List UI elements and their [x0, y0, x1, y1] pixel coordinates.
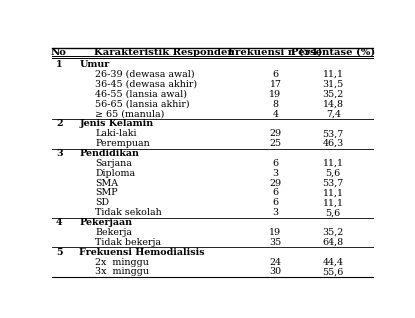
Text: 3x  minggu: 3x minggu: [95, 267, 149, 276]
Text: Sarjana: Sarjana: [95, 159, 132, 168]
Text: 25: 25: [269, 139, 281, 148]
Text: Pekerjaan: Pekerjaan: [79, 218, 132, 227]
Text: 11,1: 11,1: [323, 198, 344, 207]
Text: 19: 19: [269, 90, 281, 99]
Text: Laki-laki: Laki-laki: [95, 129, 137, 138]
Text: 6: 6: [272, 189, 278, 197]
Text: 26-39 (dewasa awal): 26-39 (dewasa awal): [95, 70, 195, 79]
Text: 4: 4: [56, 218, 63, 227]
Text: 35: 35: [269, 238, 281, 247]
Text: 44,4: 44,4: [323, 258, 344, 266]
Text: 11,1: 11,1: [323, 70, 344, 79]
Text: Bekerja: Bekerja: [95, 228, 132, 237]
Text: 53,7: 53,7: [323, 179, 344, 188]
Text: 30: 30: [269, 267, 281, 276]
Text: 11,1: 11,1: [323, 159, 344, 168]
Text: 29: 29: [269, 129, 281, 138]
Text: 4: 4: [272, 109, 278, 119]
Text: 6: 6: [272, 70, 278, 79]
Text: 11,1: 11,1: [323, 189, 344, 197]
Text: 6: 6: [272, 159, 278, 168]
Text: ≥ 65 (manula): ≥ 65 (manula): [95, 109, 165, 119]
Text: 35,2: 35,2: [323, 228, 344, 237]
Text: 14,8: 14,8: [323, 100, 344, 109]
Text: Tidak sekolah: Tidak sekolah: [95, 208, 162, 217]
Text: 5,6: 5,6: [326, 208, 341, 217]
Text: 5,6: 5,6: [326, 169, 341, 178]
Text: 31,5: 31,5: [323, 80, 344, 89]
Text: Pendidikan: Pendidikan: [79, 149, 139, 158]
Text: 7,4: 7,4: [326, 109, 341, 119]
Text: Frekuensi Hemodialisis: Frekuensi Hemodialisis: [79, 248, 205, 257]
Text: 36-45 (dewasa akhir): 36-45 (dewasa akhir): [95, 80, 198, 89]
Text: 55,6: 55,6: [322, 267, 344, 276]
Text: 2x  minggu: 2x minggu: [95, 258, 149, 266]
Text: 3: 3: [56, 149, 63, 158]
Text: Diploma: Diploma: [95, 169, 135, 178]
Text: Jenis Kelamin: Jenis Kelamin: [79, 119, 153, 128]
Text: Umur: Umur: [79, 60, 110, 69]
Text: Frekuensi n (54): Frekuensi n (54): [228, 48, 322, 57]
Text: 35,2: 35,2: [323, 90, 344, 99]
Text: No: No: [50, 48, 66, 57]
Text: 5: 5: [56, 248, 63, 257]
Text: 24: 24: [269, 258, 281, 266]
Text: 46,3: 46,3: [323, 139, 344, 148]
Text: 19: 19: [269, 228, 281, 237]
Text: 56-65 (lansia akhir): 56-65 (lansia akhir): [95, 100, 190, 109]
Text: 53,7: 53,7: [323, 129, 344, 138]
Text: 29: 29: [269, 179, 281, 188]
Text: SMA: SMA: [95, 179, 118, 188]
Text: 3: 3: [272, 169, 278, 178]
Text: 64,8: 64,8: [323, 238, 344, 247]
Text: 8: 8: [272, 100, 278, 109]
Text: Persentase (%): Persentase (%): [291, 48, 376, 57]
Text: 6: 6: [272, 198, 278, 207]
Text: SMP: SMP: [95, 189, 118, 197]
Text: Tidak bekerja: Tidak bekerja: [95, 238, 161, 247]
Text: 17: 17: [269, 80, 281, 89]
Text: Karakteristik Responden: Karakteristik Responden: [94, 48, 235, 57]
Text: 46-55 (lansia awal): 46-55 (lansia awal): [95, 90, 187, 99]
Text: 1: 1: [56, 60, 63, 69]
Text: 3: 3: [272, 208, 278, 217]
Text: Perempuan: Perempuan: [95, 139, 150, 148]
Text: 2: 2: [56, 119, 63, 128]
Text: SD: SD: [95, 198, 109, 207]
